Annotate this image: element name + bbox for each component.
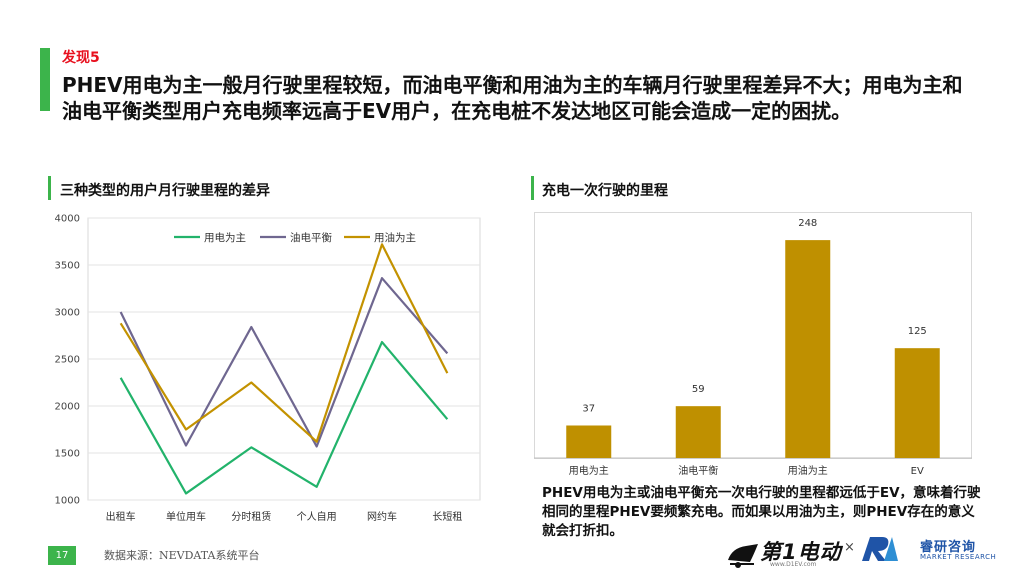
ra-logo-icon [862, 537, 898, 561]
y-tick-label: 3000 [55, 308, 80, 319]
y-tick-label: 2000 [55, 402, 80, 413]
legend-label-1: 用电为主 [204, 231, 246, 244]
bar-1 [566, 425, 612, 458]
right-section-title: 充电一次行驶的里程 [542, 183, 668, 199]
x-tick-label: 单位用车 [166, 510, 206, 523]
legend-label-2: 油电平衡 [290, 231, 332, 244]
bar-data-label: 59 [692, 384, 705, 395]
data-source: 数据来源：NEVDATA系统平台 [104, 549, 260, 562]
logo-ruiyan-cn: 睿研咨询 [920, 540, 977, 555]
finding-tag: 发现5 [62, 50, 100, 66]
chart-note: PHEV用电为主或油电平衡充一次电行驶的里程都远低于EV，意味着行驶相同的里程P… [542, 485, 981, 539]
y-tick-label: 1000 [55, 496, 80, 507]
bar-2 [675, 406, 721, 458]
logo-ruiyan-en: MARKET RESEARCH [920, 553, 997, 561]
series-line-1 [119, 340, 449, 495]
headline-accent-bar [40, 48, 50, 111]
bar-3 [785, 240, 831, 458]
bar-category-label: 用油为主 [788, 464, 828, 477]
x-tick-label: 分时租赁 [231, 510, 271, 523]
d1ev-car-logo-icon [728, 544, 758, 568]
left-section-title: 三种类型的用户月行驶里程的差异 [60, 183, 270, 199]
bar-data-label: 37 [582, 403, 595, 414]
logo-times-sign: × [844, 540, 855, 555]
bar-data-label: 125 [908, 326, 927, 337]
series-line-2 [119, 277, 449, 448]
logo-d1ev-text: 第1电动 [760, 540, 842, 564]
logo-d1ev-url: www.D1EV.com [770, 561, 817, 568]
left-section-accent-bar [48, 176, 51, 200]
page-number: 17 [48, 546, 76, 565]
headline: PHEV用电为主一般月行驶里程较短，而油电平衡和用油为主的车辆月行驶里程差异不大… [62, 73, 963, 123]
bar-category-label: EV [911, 466, 924, 477]
x-tick-label: 长短租 [432, 510, 462, 523]
x-tick-label: 网约车 [367, 510, 397, 523]
bar-category-label: 用电为主 [569, 464, 609, 477]
bar-4 [894, 348, 940, 458]
y-tick-label: 3500 [55, 261, 80, 272]
legend-label-3: 用油为主 [374, 231, 416, 244]
mileage-per-charge-bar-chart: 37 用电为主 59 油电平衡 248 用油为主 125 EV [534, 212, 972, 477]
bar-data-label: 248 [798, 218, 817, 229]
y-tick-label: 4000 [55, 214, 80, 225]
y-tick-label: 2500 [55, 355, 80, 366]
right-section-accent-bar [531, 176, 534, 200]
y-tick-label: 1500 [55, 449, 80, 460]
bar-category-label: 油电平衡 [678, 464, 718, 477]
x-tick-label: 出租车 [106, 510, 136, 523]
x-tick-label: 个人自用 [297, 510, 337, 523]
monthly-mileage-line-chart: 1000 1500 2000 2500 3000 3500 4000 出租车 单位用车 分时租赁 个… [55, 214, 481, 523]
series-line-3 [119, 243, 449, 443]
